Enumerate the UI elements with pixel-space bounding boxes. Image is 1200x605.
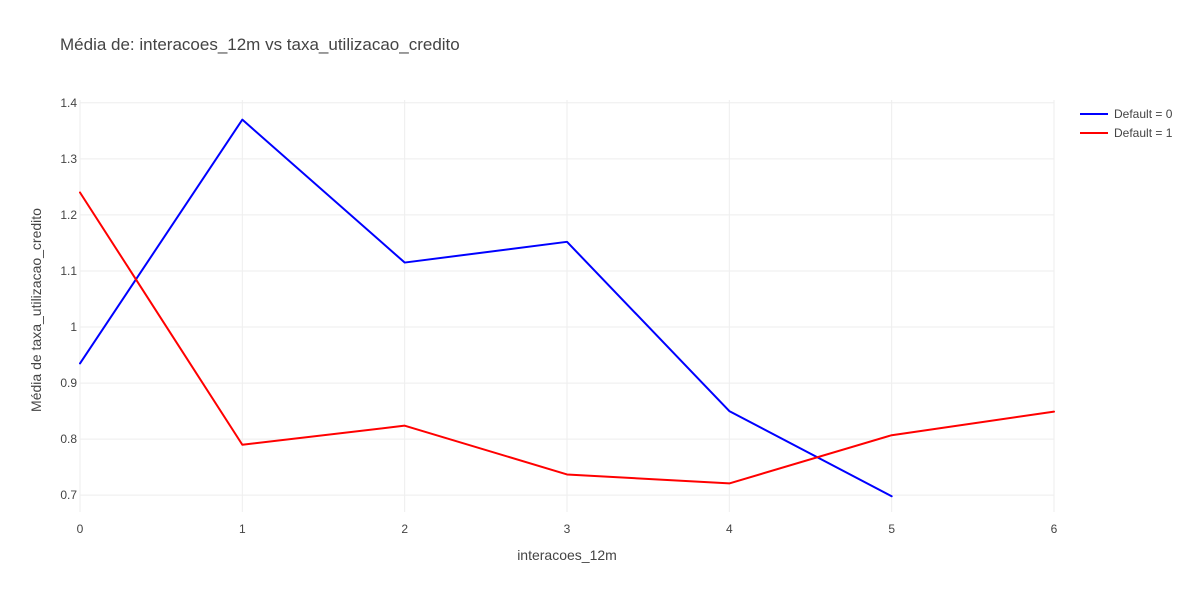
x-axis-ticks: 0 1 2 3 4 5 6 bbox=[77, 522, 1058, 536]
y-tick-label: 1.3 bbox=[60, 152, 77, 166]
legend-label: Default = 1 bbox=[1114, 126, 1173, 140]
series-lines bbox=[79, 118, 1055, 498]
x-axis-title: interacoes_12m bbox=[517, 547, 617, 563]
series-line-default-1[interactable] bbox=[79, 191, 1055, 485]
y-axis-title: Média de taxa_utilizacao_credito bbox=[28, 208, 44, 412]
y-tick-label: 0.9 bbox=[60, 376, 77, 390]
x-tick-label: 0 bbox=[77, 522, 84, 536]
legend-item-default-1[interactable]: Default = 1 bbox=[1080, 126, 1173, 140]
gridlines bbox=[79, 100, 1055, 512]
y-tick-label: 0.7 bbox=[60, 488, 77, 502]
legend-label: Default = 0 bbox=[1114, 107, 1173, 121]
legend-item-default-0[interactable]: Default = 0 bbox=[1080, 107, 1173, 121]
x-tick-label: 1 bbox=[239, 522, 246, 536]
y-axis-ticks: 0.7 0.8 0.9 1 1.1 1.2 1.3 1.4 bbox=[60, 96, 77, 502]
y-tick-label: 1 bbox=[70, 320, 77, 334]
chart-title: Média de: interacoes_12m vs taxa_utiliza… bbox=[60, 35, 460, 54]
x-tick-label: 5 bbox=[888, 522, 895, 536]
x-tick-label: 3 bbox=[564, 522, 571, 536]
series-line-default-0[interactable] bbox=[79, 118, 893, 498]
x-tick-label: 6 bbox=[1051, 522, 1058, 536]
x-tick-label: 2 bbox=[401, 522, 408, 536]
legend[interactable]: Default = 0 Default = 1 bbox=[1080, 107, 1173, 140]
x-tick-label: 4 bbox=[726, 522, 733, 536]
y-tick-label: 1.1 bbox=[60, 264, 77, 278]
y-tick-label: 1.4 bbox=[60, 96, 77, 110]
y-tick-label: 0.8 bbox=[60, 432, 77, 446]
y-tick-label: 1.2 bbox=[60, 208, 77, 222]
